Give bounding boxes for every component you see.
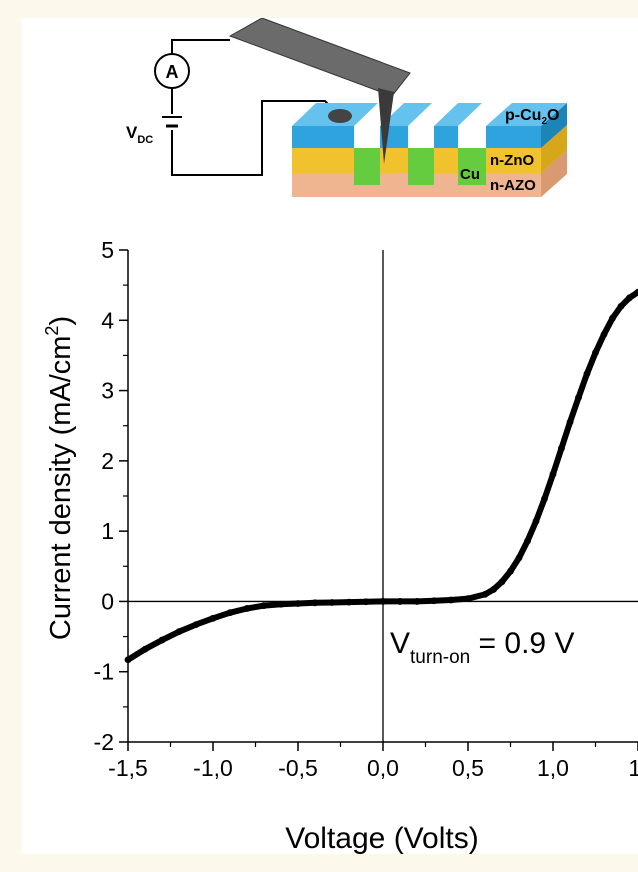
iv-data-point xyxy=(413,598,421,605)
cu2o-strip-4-side xyxy=(541,103,567,148)
layer-label-zno: n-ZnO xyxy=(490,152,534,169)
iv-data-point xyxy=(507,567,514,575)
afm-tip xyxy=(378,88,394,164)
iv-curve xyxy=(124,288,638,664)
x-axis-label: Voltage (Volts) xyxy=(285,822,478,854)
iv-data-point xyxy=(481,591,489,598)
iv-data-point xyxy=(617,302,625,310)
iv-data-point xyxy=(515,554,523,562)
iv-data-point xyxy=(600,330,608,338)
y-tick-label: -1 xyxy=(94,659,114,685)
iv-data-point xyxy=(447,596,455,604)
layer-label-cu2o: p-Cu2O xyxy=(505,107,559,127)
layer-azo-side xyxy=(541,150,567,197)
ammeter-label: A xyxy=(166,62,179,82)
iv-data-point xyxy=(294,600,302,607)
layer-zno-side xyxy=(541,125,567,173)
cu2o-strip-1-front xyxy=(292,126,354,148)
turn-on-annotation: Vturn-on = 0.9 V xyxy=(390,627,574,668)
iv-data-point xyxy=(575,394,582,401)
iv-data-point xyxy=(490,586,497,593)
iv-data-point xyxy=(141,645,149,653)
iv-data-point xyxy=(158,636,166,644)
iv-data-point xyxy=(243,605,251,612)
iv-data-point xyxy=(277,600,285,608)
iv-data-point xyxy=(260,602,268,610)
cu2o-strip-3-top xyxy=(434,103,482,126)
iv-data-point xyxy=(345,598,353,606)
y-tick-label: 3 xyxy=(101,378,114,404)
wire-top xyxy=(171,39,230,54)
y-tick-label: 0 xyxy=(101,588,114,614)
iv-data-point xyxy=(498,578,506,586)
iv-data-point xyxy=(558,444,565,452)
iv-data-point xyxy=(396,598,404,605)
x-tick-label: 0,0 xyxy=(367,755,399,781)
x-tick-label: 1,0 xyxy=(537,755,569,781)
iv-chart: -1,5 -1,0 -0,5 0,0 0,5 1,0 1, -2 -1 0 1 2 3 4 5 Voltag… xyxy=(42,237,638,854)
iv-curve-line xyxy=(125,289,638,663)
iv-data-point xyxy=(532,517,540,525)
iv-data-point xyxy=(541,495,548,503)
chart-axes-lines xyxy=(127,250,638,743)
y-tick-label: -2 xyxy=(94,729,114,755)
iv-data-point xyxy=(592,349,599,357)
y-tick-label: 5 xyxy=(101,237,114,263)
iv-data-point xyxy=(362,598,370,606)
cu-groove-2 xyxy=(408,148,434,185)
iv-data-point xyxy=(209,614,217,622)
iv-data-point xyxy=(379,598,387,605)
cu2o-strip-2-top xyxy=(380,103,432,126)
layer-label-cu: Cu xyxy=(460,166,480,183)
x-tick-label: 1, xyxy=(628,755,638,781)
cu2o-strip-4-top xyxy=(486,103,567,126)
cu-groove-1 xyxy=(354,148,380,185)
x-tick-label: -0,5 xyxy=(278,755,318,781)
ammeter-icon xyxy=(154,53,190,89)
iv-data-point xyxy=(311,599,319,607)
circuit-schematic: A VDC xyxy=(126,18,567,197)
figure-panel: A VDC xyxy=(22,18,638,854)
y-tick-label: 4 xyxy=(101,307,114,333)
y-tick-label: 1 xyxy=(101,518,114,544)
iv-data-point xyxy=(192,621,200,629)
cu2o-strip-3-front xyxy=(434,126,458,148)
iv-data-point xyxy=(626,294,633,302)
contact-blob xyxy=(328,109,352,123)
iv-data-point xyxy=(175,628,183,636)
iv-data-point xyxy=(583,370,591,378)
y-tick-label: 2 xyxy=(101,448,114,474)
cu2o-strip-4-front xyxy=(486,126,541,148)
iv-data-point xyxy=(549,470,557,478)
layer-label-azo: n-AZO xyxy=(490,177,536,194)
afm-cantilever xyxy=(228,18,411,97)
iv-data-point xyxy=(328,599,336,606)
cu-groove-3 xyxy=(458,148,486,185)
tick-marks xyxy=(119,249,638,751)
iv-data-point xyxy=(634,288,638,296)
y-axis-label: Current density (mA/cm2) xyxy=(42,316,77,640)
x-tick-label: -1,5 xyxy=(108,755,148,781)
x-tick-label: -1,0 xyxy=(193,755,233,781)
iv-data-point xyxy=(464,595,472,603)
iv-data-point xyxy=(124,656,132,664)
iv-data-point xyxy=(609,314,616,322)
iv-data-point xyxy=(430,597,438,605)
figure-canvas: A VDC xyxy=(42,18,638,854)
iv-data-point xyxy=(524,537,531,545)
x-tick-label: 0,5 xyxy=(452,755,484,781)
iv-data-point xyxy=(226,609,234,617)
iv-data-point xyxy=(566,418,574,426)
source-label: VDC xyxy=(126,123,153,146)
tick-labels: -1,5 -1,0 -0,5 0,0 0,5 1,0 1, -2 -1 0 1 2 3 4 5 xyxy=(94,237,638,781)
